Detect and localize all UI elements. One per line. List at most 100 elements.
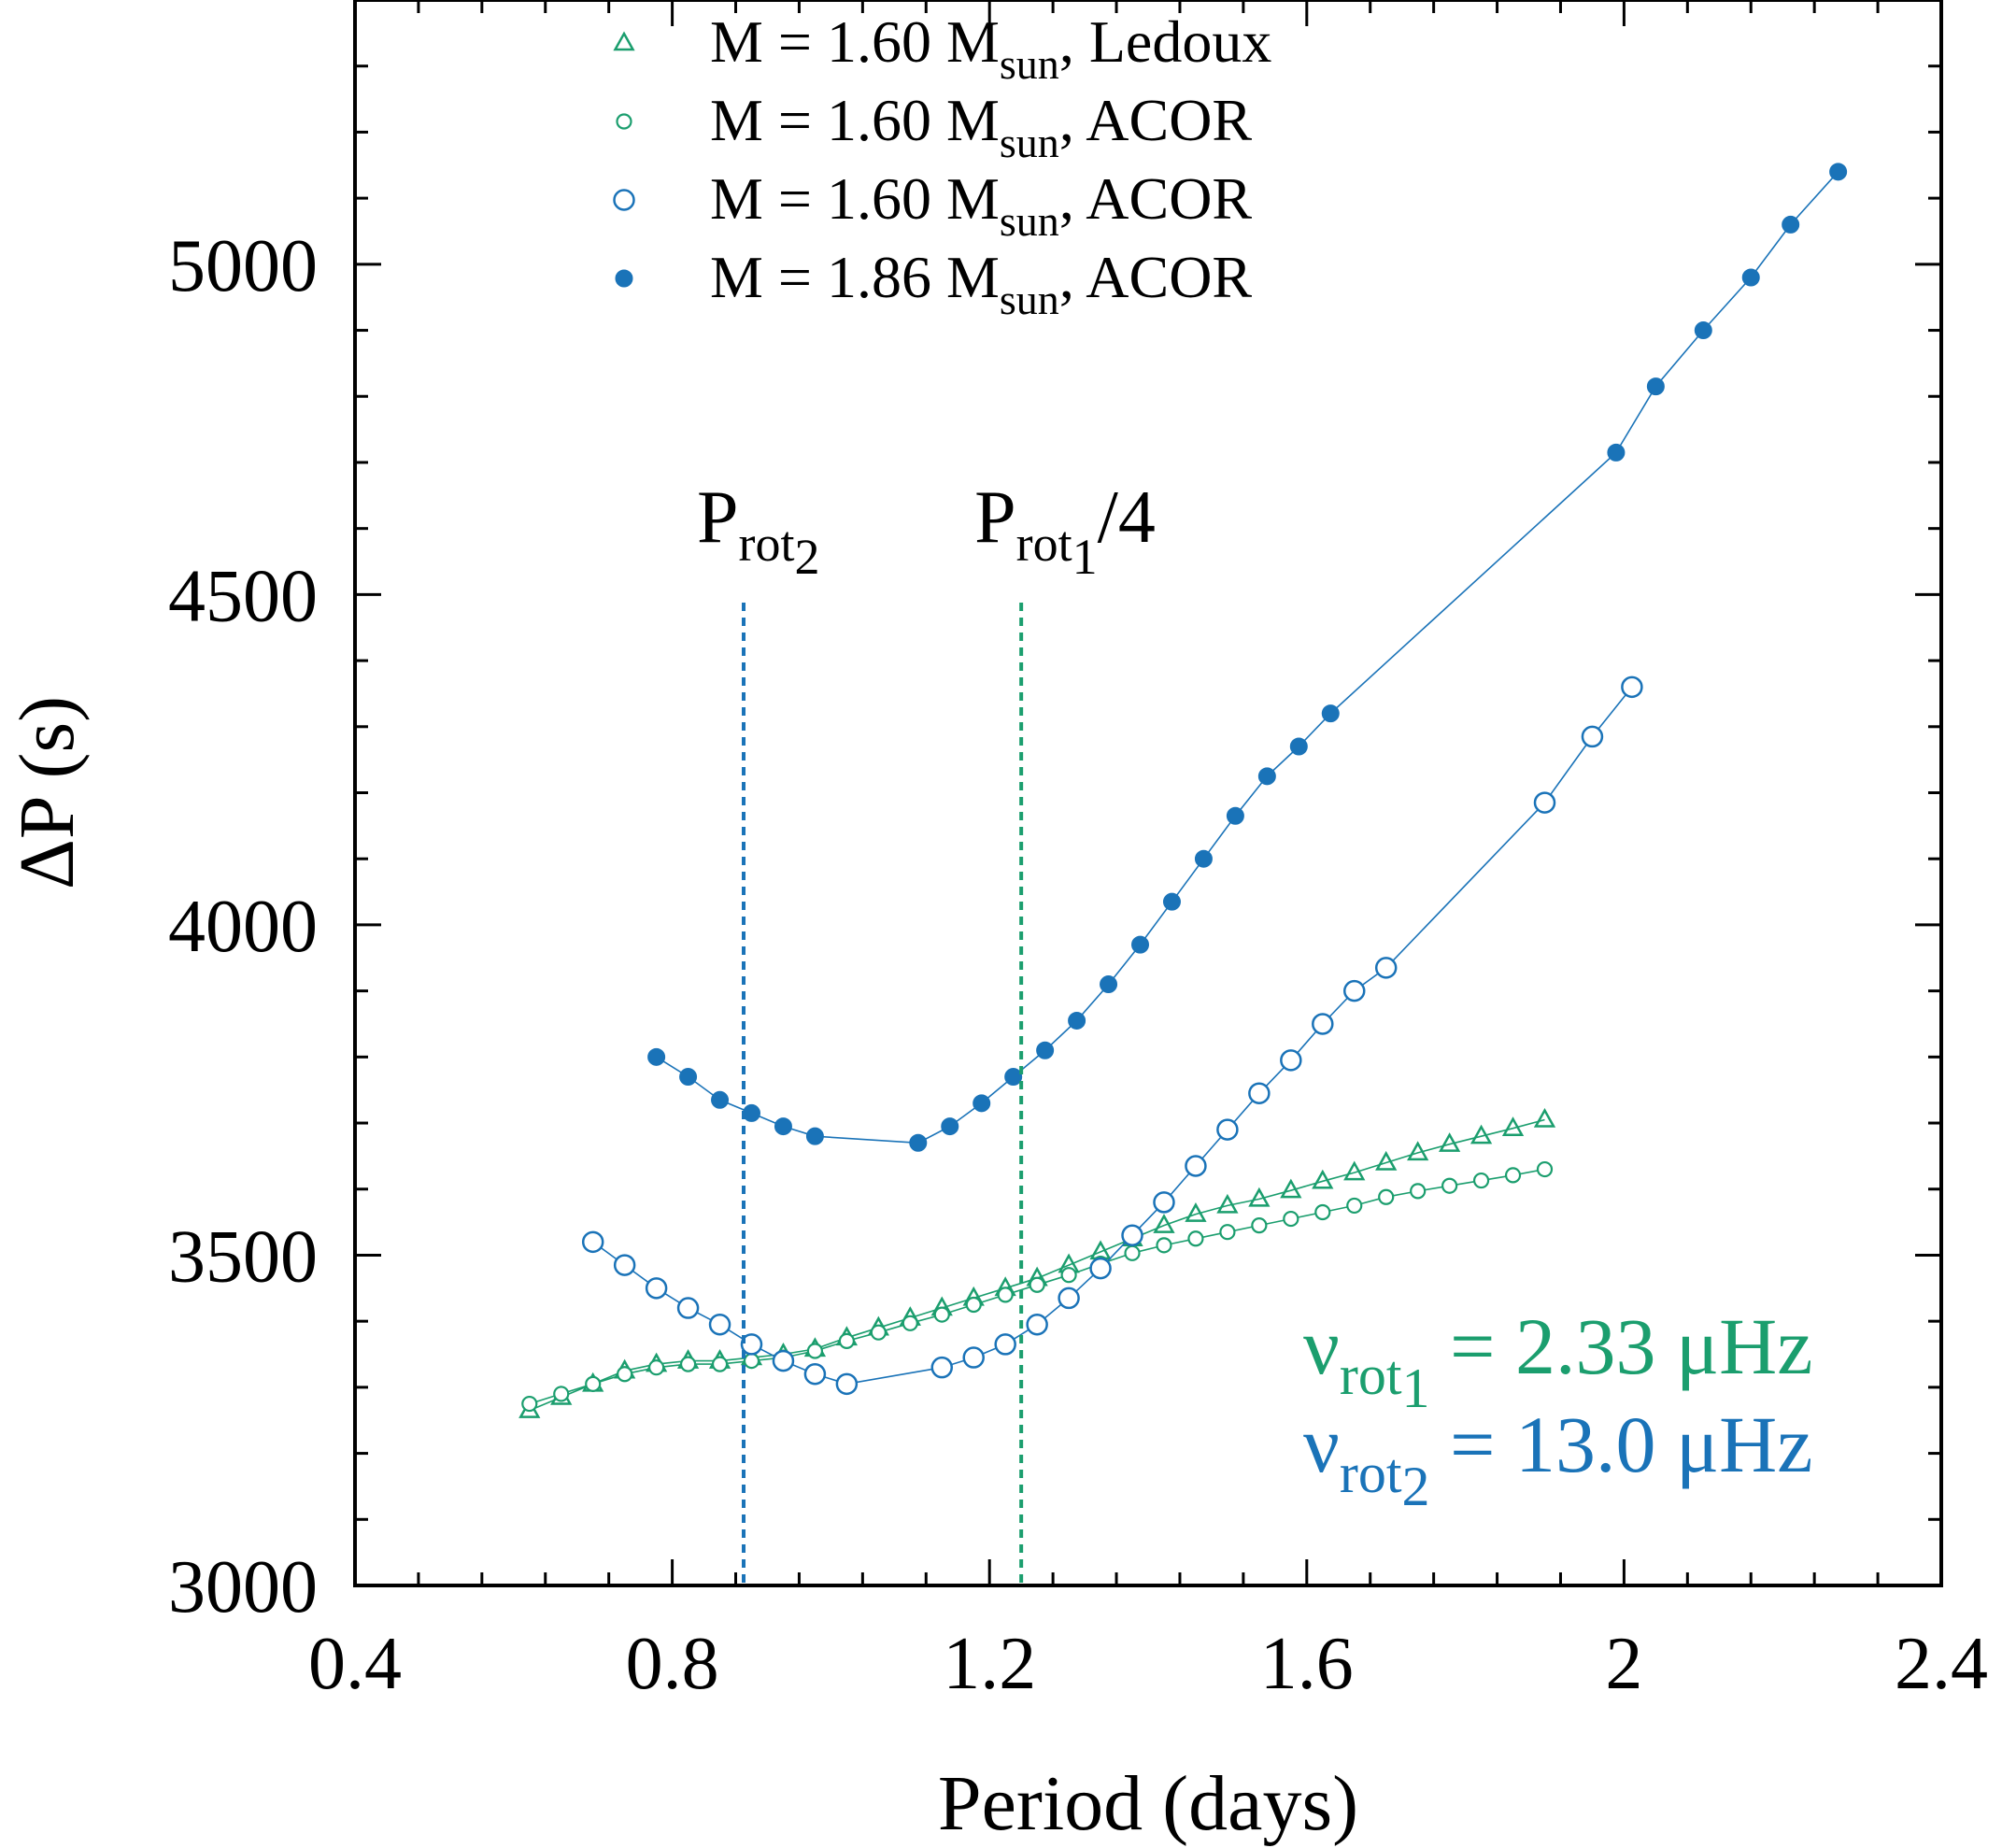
data-point: [617, 1366, 633, 1383]
annotation-0: νrot1 = 2.33 μHz: [1303, 1301, 1812, 1419]
data-point: [994, 1333, 1016, 1356]
legend-marker: [615, 269, 633, 288]
data-point: [1312, 1013, 1334, 1035]
series-2: [581, 675, 1643, 1396]
data-point: [1342, 979, 1366, 1002]
data-point: [1004, 1068, 1023, 1087]
data-point: [647, 1047, 666, 1066]
data-point: [1153, 1214, 1175, 1233]
legend-item-0: M = 1.60 Msun, Ledoux: [613, 8, 1271, 88]
y-tick-label: 3000: [168, 1546, 318, 1628]
annotation-1: νrot2 = 13.0 μHz: [1303, 1400, 1812, 1517]
legend-item-2: M = 1.60 Msun, ACOR: [613, 165, 1252, 245]
data-point: [1068, 1011, 1086, 1030]
legend-item-1: M = 1.60 Msun, ACOR: [616, 87, 1252, 166]
legend-marker: [616, 113, 632, 130]
data-point: [1646, 377, 1665, 396]
data-point: [1504, 1167, 1522, 1184]
data-point: [1374, 957, 1398, 979]
data-point: [1741, 268, 1760, 287]
data-point: [1153, 1191, 1175, 1214]
data-point: [1607, 443, 1626, 462]
data-point: [772, 1349, 795, 1372]
data-point: [1472, 1172, 1490, 1189]
data-point: [1248, 1082, 1271, 1104]
data-point: [1438, 1132, 1461, 1152]
x-tick-label: 1.6: [1260, 1623, 1354, 1705]
data-point: [1185, 1202, 1207, 1222]
data-point: [1314, 1203, 1331, 1221]
data-point: [1248, 1187, 1271, 1207]
series-line: [656, 171, 1839, 1144]
data-point: [965, 1296, 982, 1314]
data-point: [1131, 935, 1150, 954]
data-point: [803, 1362, 827, 1386]
data-point: [933, 1306, 950, 1323]
data-point: [1026, 1313, 1048, 1336]
data-point: [645, 1277, 668, 1300]
y-tick-label: 3500: [168, 1215, 318, 1298]
data-point: [708, 1313, 731, 1336]
data-point: [1346, 1197, 1363, 1215]
data-point: [711, 1356, 729, 1372]
series-layer: [518, 163, 1848, 1418]
data-point: [1533, 1107, 1556, 1128]
y-tick-label: 4000: [168, 886, 318, 968]
data-point: [1257, 767, 1276, 786]
data-point: [1124, 1244, 1141, 1261]
data-point: [1100, 975, 1118, 994]
data-point: [805, 1127, 824, 1145]
x-tick-label: 1.2: [943, 1623, 1036, 1705]
data-point: [1829, 163, 1848, 181]
data-point: [1219, 1224, 1236, 1241]
data-point: [1121, 1224, 1143, 1246]
data-point: [676, 1297, 700, 1319]
data-point: [1782, 215, 1800, 234]
data-point: [581, 1230, 604, 1254]
y-tick-label: 5000: [168, 225, 318, 307]
data-point: [1185, 1155, 1207, 1177]
data-point: [1162, 892, 1181, 911]
data-point: [1470, 1124, 1493, 1144]
data-point: [870, 1324, 887, 1341]
data-point: [930, 1356, 954, 1379]
series-line: [592, 686, 1633, 1386]
x-tick-label: 0.4: [308, 1623, 402, 1705]
data-point: [806, 1343, 824, 1359]
legend-item-3: M = 1.86 Msun, ACOR: [615, 244, 1252, 323]
data-point: [1194, 849, 1213, 868]
data-point: [648, 1359, 665, 1376]
data-point: [1058, 1286, 1080, 1310]
y-axis-title: ΔP (s): [4, 696, 91, 889]
vertical-lines-layer: Prot2 Prot1/4: [697, 476, 1156, 1585]
data-point: [1321, 704, 1340, 723]
data-point: [1251, 1217, 1268, 1234]
x-tick-label: 2: [1605, 1623, 1642, 1705]
data-point: [1533, 791, 1556, 814]
vline-label-0: Prot2: [697, 476, 820, 585]
data-point: [1216, 1118, 1239, 1141]
data-point: [553, 1386, 570, 1402]
data-point: [835, 1372, 859, 1396]
data-point: [679, 1356, 697, 1372]
legend-label: M = 1.60 Msun, ACOR: [710, 87, 1252, 166]
legend-marker: [613, 31, 635, 51]
data-point: [521, 1395, 538, 1413]
legend-marker: [613, 189, 635, 211]
series-3: [647, 163, 1848, 1152]
data-point: [1089, 1257, 1112, 1280]
data-point: [1343, 1160, 1366, 1181]
data-point: [1501, 1116, 1525, 1136]
data-point: [1536, 1160, 1554, 1178]
y-tick-label: 4500: [168, 555, 318, 637]
legend-label: M = 1.60 Msun, ACOR: [710, 165, 1252, 245]
data-point: [1226, 806, 1244, 825]
data-point: [679, 1068, 698, 1087]
data-point: [962, 1346, 985, 1369]
data-point: [1375, 1150, 1398, 1171]
data-point: [1289, 737, 1308, 756]
data-point: [585, 1375, 602, 1392]
